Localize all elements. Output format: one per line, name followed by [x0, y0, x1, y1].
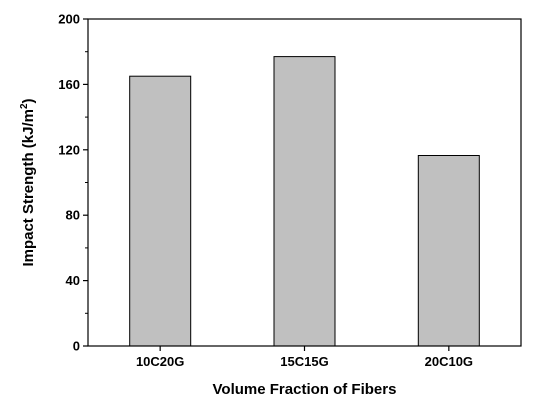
y-tick-label: 160 [58, 77, 80, 92]
y-tick-label: 40 [66, 273, 80, 288]
y-axis-title-close: ) [20, 98, 37, 103]
y-axis-title-main: Impact Strength (kJ/m [20, 109, 37, 267]
bars-group [129, 56, 480, 347]
y-tick-label: 0 [73, 339, 80, 354]
bar-20C10G [417, 155, 480, 347]
y-axis-title: Impact Strength (kJ/m2) [19, 98, 37, 266]
x-tick-label: 10C20G [136, 354, 184, 369]
x-tick-label: 15C15G [280, 354, 328, 369]
y-axis-title-superscript: 2 [19, 103, 30, 109]
x-tick-label: 20C10G [425, 354, 473, 369]
y-tick-label: 200 [58, 12, 80, 27]
y-tick-label: 120 [58, 142, 80, 157]
x-axis-ticks: 10C20G 15C15G 20C10G [136, 346, 473, 369]
bar-15C15G [273, 56, 336, 347]
plot-frame [87, 18, 522, 347]
y-tick-label: 80 [66, 208, 80, 223]
x-axis-title: Volume Fraction of Fibers [213, 381, 397, 398]
bar-10C20G [129, 75, 192, 347]
y-axis-ticks: 0 40 80 120 160 200 [58, 12, 88, 354]
